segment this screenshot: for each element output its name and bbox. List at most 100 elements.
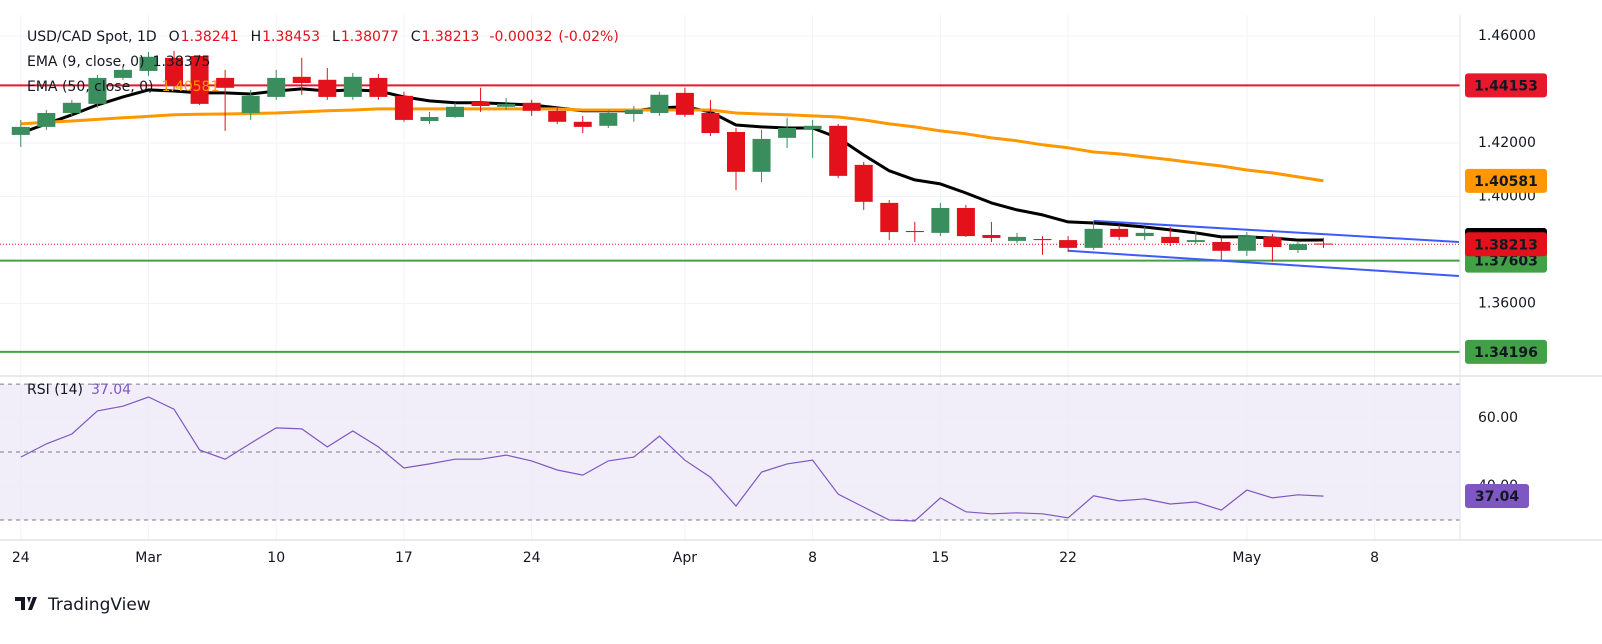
candle-body [369, 77, 388, 97]
candle-body [701, 112, 720, 134]
ohlc-letter: C [411, 29, 421, 45]
trendline [1093, 219, 1459, 243]
candle-body [1237, 236, 1256, 251]
change-pct: (-0.02%) [558, 29, 618, 45]
x-tick-label: 17 [395, 550, 413, 566]
candle-body [37, 112, 56, 127]
price-badge-label: 1.40581 [1474, 174, 1538, 190]
legend-name: EMA (50, close, 0) [27, 79, 153, 95]
candle-body [1059, 240, 1078, 248]
candle-body [1263, 236, 1282, 248]
candle-body [1110, 228, 1129, 237]
candle-body [343, 76, 362, 97]
rsi-legend: RSI (14) 37.04 [27, 382, 131, 398]
candle-body [267, 77, 286, 97]
candle-body [420, 116, 439, 121]
candle-body [548, 110, 567, 122]
x-tick-label: May [1232, 550, 1261, 566]
candle-body [982, 235, 1001, 238]
candle-body [1161, 236, 1180, 244]
x-tick-label: 10 [267, 550, 285, 566]
x-tick-label: 8 [1370, 550, 1379, 566]
candle-body [471, 101, 490, 107]
ema-line [20, 87, 1324, 242]
candle-body [88, 77, 107, 104]
x-tick-label: 24 [523, 550, 541, 566]
legend-value: 1.40581 [161, 79, 219, 95]
candle-body [446, 106, 465, 117]
candle-body [11, 126, 30, 135]
plot-area [0, 15, 1460, 540]
candle-body [139, 56, 158, 71]
ema-line [20, 107, 1324, 183]
x-tick-label: 15 [931, 550, 949, 566]
y-tick-label: 1.42000 [1478, 135, 1536, 151]
legend-name: EMA (9, close, 0) [27, 54, 145, 70]
ohlc-value: 1.38213 [422, 29, 480, 45]
price-badge [1465, 232, 1547, 257]
candle-body [62, 102, 81, 113]
candle-body [1212, 241, 1231, 251]
candle-body [216, 77, 235, 88]
candle-body [880, 202, 899, 233]
candle-body [727, 131, 745, 172]
candle-body [752, 138, 771, 172]
legend-line: EMA (50, close, 0) 1.40581 [27, 79, 219, 95]
logo-text: TradingView [47, 595, 151, 615]
candle-body [1084, 228, 1103, 248]
price-badge-label: 1.38213 [1474, 237, 1538, 253]
legend-line: USD/CAD Spot, 1D O1.38241 H1.38453 L1.38077… [27, 29, 619, 45]
price-badge [1465, 168, 1547, 193]
candle-body [165, 57, 184, 85]
ohlc-letter: H [251, 29, 262, 45]
ohlc-letter: L [332, 29, 340, 45]
rsi-legend-name: RSI (14) [27, 382, 83, 398]
candle-body [675, 92, 694, 115]
ohlc-value: 1.38241 [181, 29, 239, 45]
candle-body [905, 231, 924, 233]
candle-body [778, 127, 797, 138]
y-tick-label: 1.46000 [1478, 28, 1536, 44]
candle-body [497, 103, 516, 107]
price-badge [1465, 73, 1547, 98]
candle-body [956, 207, 975, 237]
candle-body [113, 69, 132, 78]
candle-body [931, 207, 950, 233]
symbol-title: USD/CAD Spot, 1D [27, 29, 157, 45]
candle-body [318, 79, 337, 97]
candle-body [394, 95, 413, 120]
candle-body [829, 125, 848, 176]
rsi-legend-value: 37.04 [91, 382, 131, 398]
x-tick-label: 8 [808, 550, 817, 566]
candle-body [1288, 244, 1307, 251]
legend-value: 1.38375 [153, 54, 211, 70]
logo-icon [15, 597, 37, 610]
x-tick-label: Apr [673, 550, 697, 566]
candle-body [1007, 236, 1026, 241]
x-tick-label: Mar [135, 550, 162, 566]
ohlc-value: 1.38453 [262, 29, 320, 45]
candle-body [650, 94, 669, 113]
x-tick-label: 22 [1059, 550, 1077, 566]
candle-body [599, 112, 618, 126]
candle-body [1135, 232, 1154, 237]
rsi-badge [1465, 484, 1529, 509]
candle-body [241, 95, 260, 113]
candle-body [624, 110, 643, 115]
candle-body [1033, 239, 1052, 241]
candle-body [573, 121, 592, 127]
candle-body [522, 102, 541, 111]
rsi-badge-label: 37.04 [1475, 489, 1520, 505]
legend-line: EMA (9, close, 0) 1.38375 [27, 54, 210, 70]
price-badge [1465, 339, 1547, 364]
candle-body [292, 76, 311, 83]
y-tick-label: 1.36000 [1478, 296, 1536, 312]
candle-body [854, 164, 873, 202]
candle-body [803, 125, 822, 130]
y-tick-label: 60.00 [1478, 410, 1518, 426]
candle-body [1314, 243, 1333, 245]
change-value: -0.00032 [489, 29, 552, 45]
